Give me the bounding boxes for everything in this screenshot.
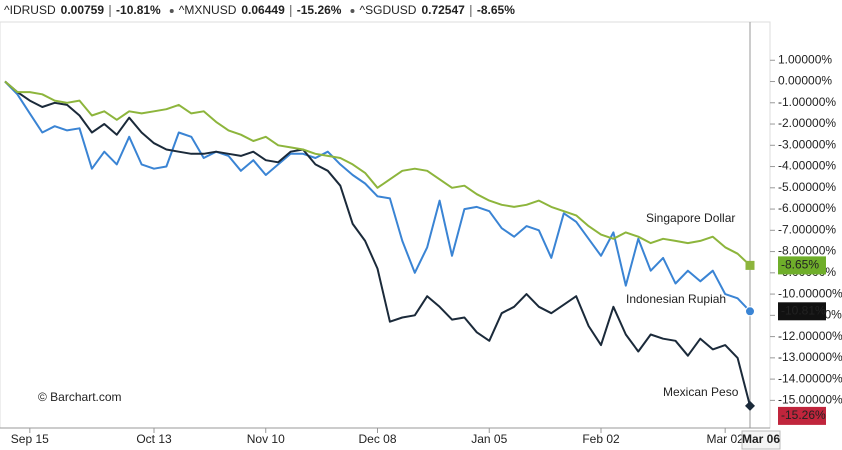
y-tick-label: -12.00000% — [778, 329, 842, 343]
x-tick-label: Nov 10 — [247, 432, 285, 446]
y-tick-label: 1.00000% — [778, 52, 832, 66]
y-tick-label: -10.00000% — [778, 286, 842, 300]
y-tick-label: -13.00000% — [778, 350, 842, 364]
x-tick-label: Jan 05 — [471, 432, 507, 446]
y-tick-label: -1.00000% — [778, 95, 836, 109]
x-tick-label: Feb 02 — [582, 432, 620, 446]
end-marker — [745, 306, 755, 317]
x-current-box — [741, 430, 781, 450]
end-badge — [778, 256, 826, 275]
y-tick-label: -14.00000% — [778, 371, 842, 385]
legend-quote: 0.06449 — [241, 3, 285, 17]
end-badge-label: -10.81% — [781, 303, 826, 317]
legend-quote: 0.72547 — [421, 3, 465, 17]
series-line — [4, 80, 751, 407]
y-tick-label: -5.00000% — [778, 180, 836, 194]
legend-change: -10.81% — [116, 3, 161, 17]
y-tick-label: -8.00000% — [778, 244, 836, 258]
end-badge-label: -15.26% — [781, 408, 826, 422]
x-tick-label: Mar 02 — [706, 432, 744, 446]
x-tick-label: Dec 08 — [358, 432, 396, 446]
x-tick-label: Mar 06 — [742, 432, 780, 446]
legend-name: ^SGDUSD — [359, 3, 416, 17]
y-tick-label: -2.00000% — [778, 116, 836, 130]
annotation: Mexican Peso — [663, 385, 739, 399]
x-tick-label: Sep 15 — [11, 432, 49, 446]
end-marker — [745, 260, 755, 270]
annotation: Indonesian Rupiah — [626, 292, 726, 306]
legend-name: ^MXNUSD — [179, 3, 237, 17]
end-badge — [778, 302, 826, 321]
legend-name: ^IDRUSD — [4, 3, 56, 17]
legend-change: -15.26% — [297, 3, 342, 17]
legend-quote: 0.00759 — [61, 3, 105, 17]
plot-area — [0, 21, 771, 429]
legend-separator-dot — [169, 9, 174, 13]
y-tick-label: 0.00000% — [778, 74, 832, 88]
y-tick-label: -3.00000% — [778, 137, 836, 151]
annotation: Singapore Dollar — [646, 211, 735, 225]
x-tick-label: Oct 13 — [136, 432, 172, 446]
end-badge-label: -8.65% — [781, 258, 819, 272]
source-label: © Barchart.com — [38, 390, 122, 404]
end-marker — [745, 400, 755, 411]
legend-change: -8.65% — [477, 3, 515, 17]
y-tick-label: -6.00000% — [778, 201, 836, 215]
y-tick-label: -15.00000% — [778, 393, 842, 407]
series-line — [4, 80, 751, 312]
legend-separator-dot — [350, 9, 355, 13]
y-tick-label: -7.00000% — [778, 222, 836, 236]
end-badge — [778, 406, 826, 425]
series-line — [4, 80, 751, 267]
y-tick-label: -4.00000% — [778, 159, 836, 173]
